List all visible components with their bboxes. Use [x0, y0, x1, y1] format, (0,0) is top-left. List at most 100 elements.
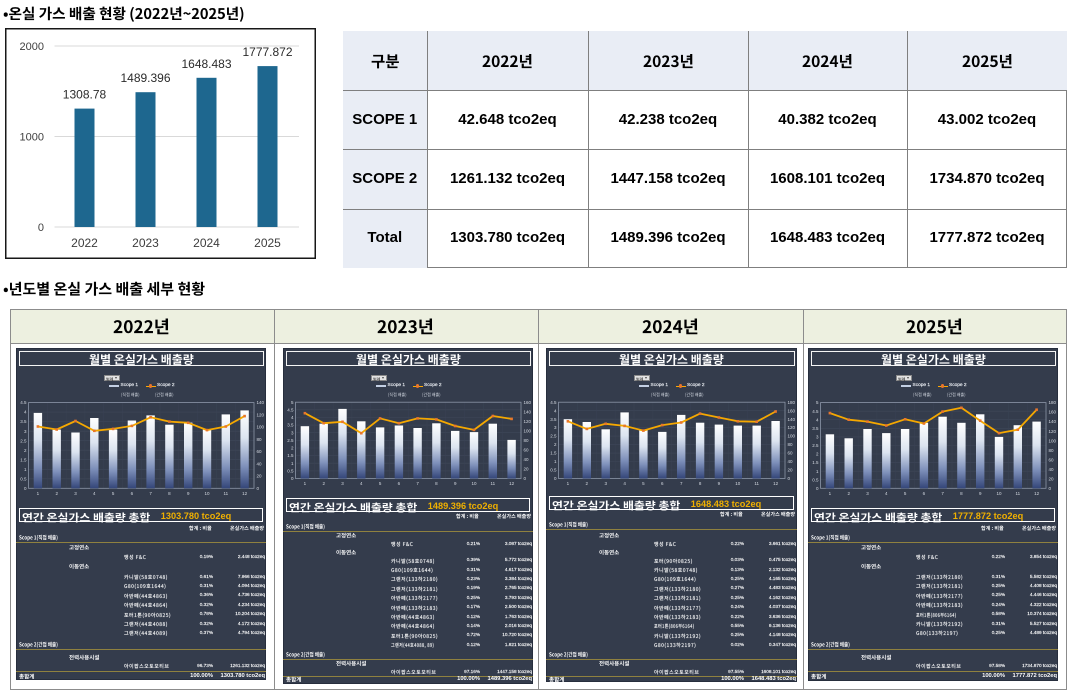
- svg-text:2: 2: [322, 481, 325, 486]
- svg-text:4: 4: [360, 481, 363, 486]
- svg-text:4: 4: [291, 415, 294, 420]
- svg-text:0.5: 0.5: [550, 468, 557, 473]
- svg-text:100: 100: [1049, 438, 1057, 443]
- svg-text:5: 5: [904, 491, 907, 496]
- svg-text:140: 140: [257, 400, 265, 405]
- svg-text:2: 2: [586, 481, 589, 486]
- svg-text:2.5: 2.5: [287, 438, 294, 443]
- svg-text:3: 3: [554, 425, 557, 430]
- svg-text:80: 80: [788, 442, 794, 447]
- svg-text:9: 9: [187, 491, 190, 496]
- svg-text:8: 8: [168, 491, 171, 496]
- svg-text:2.5: 2.5: [550, 434, 557, 439]
- svg-text:80: 80: [257, 437, 263, 442]
- svg-text:180: 180: [788, 400, 796, 405]
- svg-text:160: 160: [524, 400, 532, 405]
- svg-text:10: 10: [735, 481, 741, 486]
- svg-text:1.5: 1.5: [550, 451, 557, 456]
- svg-text:4: 4: [885, 491, 888, 496]
- svg-text:1: 1: [554, 459, 557, 464]
- svg-text:11: 11: [754, 481, 759, 486]
- svg-text:1648.483: 1648.483: [181, 57, 231, 71]
- svg-text:1.5: 1.5: [812, 460, 819, 465]
- svg-text:1: 1: [37, 491, 40, 496]
- svg-text:60: 60: [788, 451, 794, 456]
- svg-text:140: 140: [788, 417, 796, 422]
- svg-text:180: 180: [1049, 400, 1057, 405]
- svg-text:6: 6: [131, 491, 134, 496]
- svg-text:0: 0: [554, 476, 557, 481]
- svg-text:10: 10: [996, 491, 1002, 496]
- svg-text:2025: 2025: [254, 236, 281, 250]
- svg-text:4: 4: [623, 481, 626, 486]
- svg-text:100: 100: [257, 425, 265, 430]
- svg-text:0: 0: [38, 222, 44, 234]
- svg-text:100: 100: [788, 434, 796, 439]
- svg-text:20: 20: [1049, 476, 1055, 481]
- svg-text:2: 2: [554, 442, 557, 447]
- svg-text:4: 4: [816, 417, 819, 422]
- svg-text:11: 11: [490, 481, 495, 486]
- svg-text:4: 4: [554, 408, 557, 413]
- svg-text:3: 3: [816, 435, 819, 440]
- svg-text:1: 1: [291, 461, 294, 466]
- svg-text:5: 5: [642, 481, 645, 486]
- svg-text:160: 160: [1049, 410, 1057, 415]
- svg-text:40: 40: [257, 461, 263, 466]
- svg-text:0: 0: [524, 476, 527, 481]
- svg-text:7: 7: [149, 491, 152, 496]
- svg-text:7: 7: [680, 481, 683, 486]
- svg-text:0: 0: [291, 476, 294, 481]
- svg-text:2: 2: [816, 452, 819, 457]
- svg-text:8: 8: [435, 481, 438, 486]
- svg-text:4: 4: [93, 491, 96, 496]
- svg-text:160: 160: [788, 408, 796, 413]
- svg-text:1308.78: 1308.78: [63, 88, 107, 102]
- svg-text:3: 3: [341, 481, 344, 486]
- svg-text:140: 140: [524, 409, 532, 414]
- svg-text:10: 10: [204, 491, 210, 496]
- svg-text:4: 4: [24, 410, 27, 415]
- svg-text:2: 2: [55, 491, 58, 496]
- svg-text:6: 6: [398, 481, 401, 486]
- svg-text:0: 0: [24, 486, 27, 491]
- svg-text:3: 3: [866, 491, 869, 496]
- svg-text:8: 8: [960, 491, 963, 496]
- svg-text:120: 120: [257, 412, 265, 417]
- svg-text:120: 120: [524, 419, 532, 424]
- svg-text:1489.396: 1489.396: [120, 71, 170, 85]
- svg-text:2.5: 2.5: [812, 443, 819, 448]
- svg-text:2024: 2024: [193, 236, 220, 250]
- svg-text:2023: 2023: [132, 236, 159, 250]
- svg-text:40: 40: [1049, 467, 1055, 472]
- svg-text:3.5: 3.5: [550, 417, 557, 422]
- svg-text:8: 8: [699, 481, 702, 486]
- svg-text:7: 7: [941, 491, 944, 496]
- svg-text:3: 3: [604, 481, 607, 486]
- svg-text:5: 5: [379, 481, 382, 486]
- svg-text:20: 20: [524, 467, 530, 472]
- svg-text:9: 9: [454, 481, 457, 486]
- svg-text:3.5: 3.5: [812, 426, 819, 431]
- svg-text:12: 12: [509, 481, 515, 486]
- svg-text:1: 1: [304, 481, 307, 486]
- svg-text:1.5: 1.5: [20, 457, 27, 462]
- svg-text:1: 1: [567, 481, 570, 486]
- svg-text:5: 5: [816, 400, 819, 405]
- svg-text:120: 120: [1049, 429, 1057, 434]
- svg-text:0: 0: [788, 476, 791, 481]
- svg-text:10: 10: [471, 481, 477, 486]
- svg-text:2022: 2022: [71, 236, 98, 250]
- svg-text:3: 3: [291, 430, 294, 435]
- svg-text:1: 1: [816, 469, 819, 474]
- svg-text:100: 100: [524, 428, 532, 433]
- svg-text:0: 0: [257, 486, 260, 491]
- svg-text:1: 1: [829, 491, 832, 496]
- svg-text:140: 140: [1049, 419, 1057, 424]
- svg-text:4.5: 4.5: [287, 407, 294, 412]
- svg-text:5: 5: [291, 400, 294, 405]
- svg-text:3.5: 3.5: [287, 423, 294, 428]
- svg-text:20: 20: [257, 474, 263, 479]
- svg-text:60: 60: [524, 448, 530, 453]
- svg-text:6: 6: [661, 481, 664, 486]
